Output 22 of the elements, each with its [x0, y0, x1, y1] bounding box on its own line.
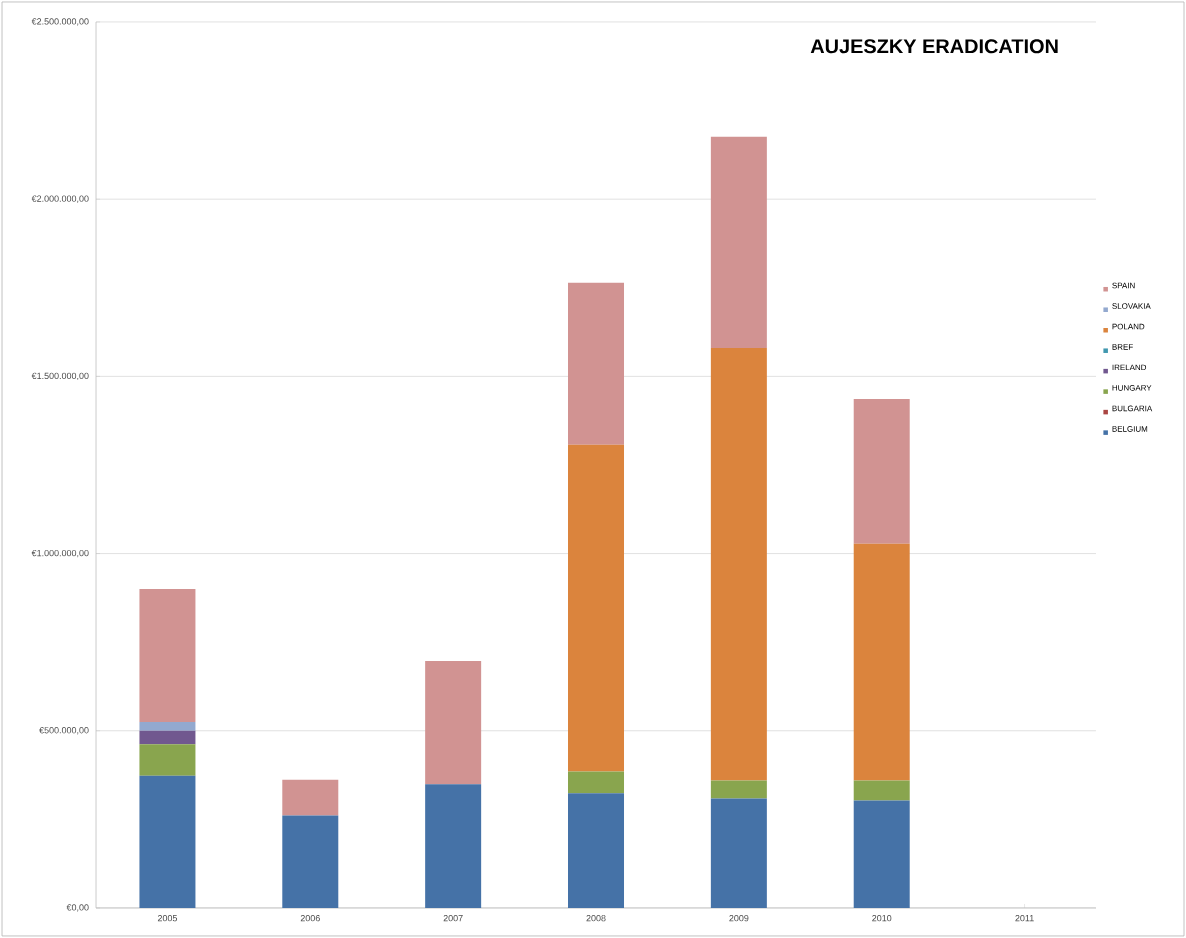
bar — [568, 444, 625, 772]
bar — [710, 798, 767, 908]
bar — [139, 730, 196, 745]
bar — [425, 784, 482, 908]
text: AUJESZKY ERADICATION — [810, 39, 1058, 54]
bar — [568, 771, 625, 794]
bar — [853, 543, 910, 781]
bar — [282, 779, 339, 816]
bar — [139, 589, 196, 722]
bar — [139, 775, 196, 908]
bar — [425, 660, 482, 785]
bar — [853, 399, 910, 544]
bar — [853, 780, 910, 801]
bar — [568, 793, 625, 908]
bar — [710, 780, 767, 799]
bar — [853, 800, 910, 908]
bar — [710, 348, 767, 781]
bar — [568, 282, 625, 445]
bar — [139, 744, 196, 776]
bar — [139, 721, 196, 731]
bar — [282, 815, 339, 908]
bar — [710, 136, 767, 349]
